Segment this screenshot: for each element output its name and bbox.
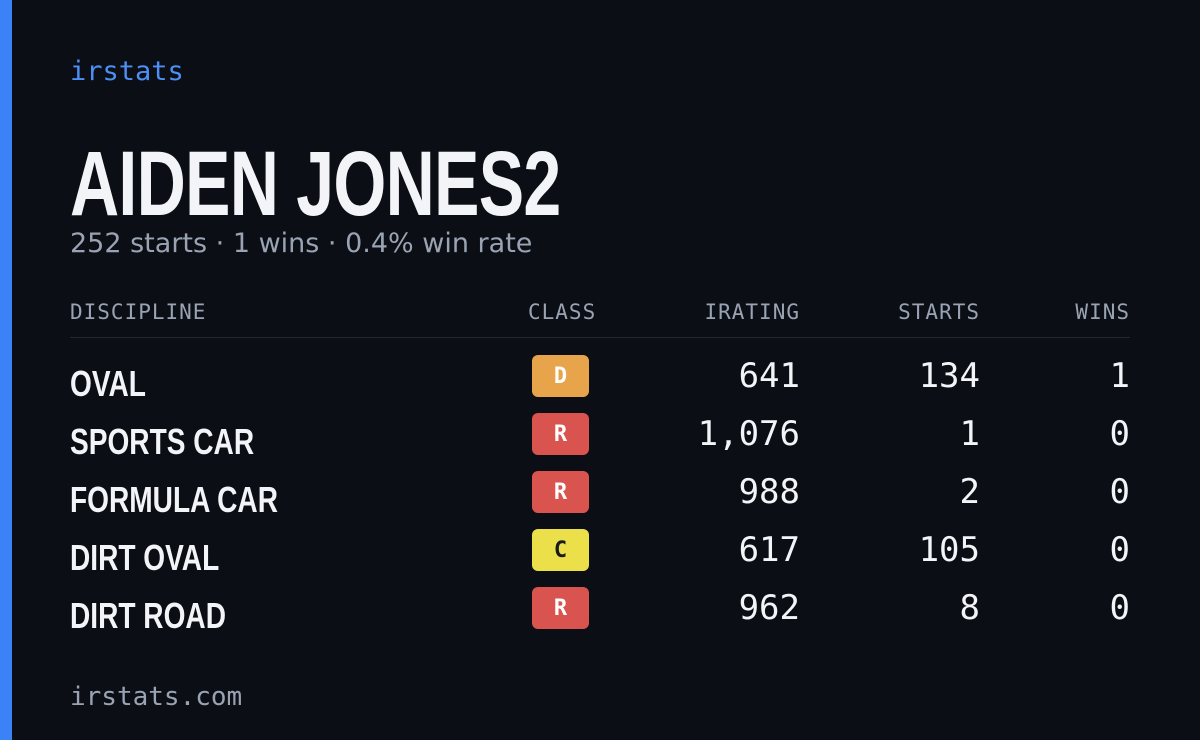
discipline: FORMULA CAR <box>70 479 278 520</box>
column-header: WINS <box>1075 300 1130 324</box>
footer-link: irstats.com <box>70 682 243 712</box>
discipline: DIRT ROAD <box>70 595 226 636</box>
starts: 2 <box>959 472 980 512</box>
driver-summary: 252 starts · 1 wins · 0.4% win rate <box>70 228 533 259</box>
starts: 1 <box>959 414 980 454</box>
discipline: OVAL <box>70 363 146 404</box>
irating: 962 <box>738 588 800 628</box>
column-header: STARTS <box>898 300 980 324</box>
starts: 8 <box>959 588 980 628</box>
column-header: DISCIPLINE <box>70 300 207 324</box>
accent-strip <box>0 0 12 740</box>
wins: 0 <box>1109 530 1130 570</box>
class-badge: R <box>532 413 589 455</box>
column-header: CLASS <box>528 300 597 324</box>
discipline: DIRT OVAL <box>70 537 220 578</box>
wins: 1 <box>1109 356 1130 396</box>
brand: irstats <box>70 56 184 87</box>
irating: 617 <box>738 530 800 570</box>
discipline: SPORTS CAR <box>70 421 255 462</box>
column-header: IRATING <box>704 300 800 324</box>
irating: 988 <box>738 472 800 512</box>
class-badge: D <box>532 355 589 397</box>
class-badge: C <box>532 529 589 571</box>
header-rule <box>70 337 1130 338</box>
class-badge: R <box>532 587 589 629</box>
driver-name: AIDEN JONES2 <box>70 133 561 235</box>
irating: 1,076 <box>697 414 800 454</box>
wins: 0 <box>1109 472 1130 512</box>
irating: 641 <box>738 356 800 396</box>
starts: 134 <box>918 356 980 396</box>
starts: 105 <box>918 530 980 570</box>
wins: 0 <box>1109 588 1130 628</box>
wins: 0 <box>1109 414 1130 454</box>
class-badge: R <box>532 471 589 513</box>
